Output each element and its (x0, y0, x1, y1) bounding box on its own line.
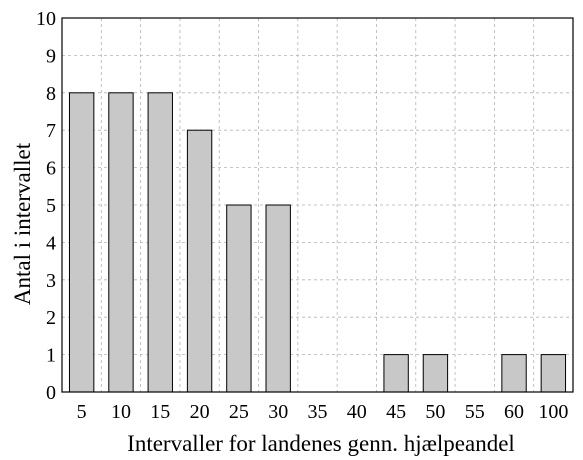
x-axis-title: Intervaller for landenes genn. hjælpeand… (127, 431, 515, 456)
y-tick-label: 0 (46, 382, 56, 404)
x-tick-label: 5 (77, 401, 87, 423)
y-tick-label: 3 (46, 270, 56, 292)
x-tick-label: 100 (538, 401, 568, 423)
bars (68, 92, 567, 393)
y-tick-label: 10 (36, 8, 56, 30)
x-tick-label: 40 (347, 401, 367, 423)
y-tick-label: 7 (46, 120, 56, 142)
x-tick-label: 15 (150, 401, 170, 423)
bar-20 (186, 129, 213, 393)
y-tick-label: 1 (46, 345, 56, 367)
bar-25 (226, 204, 252, 393)
x-tick-label: 60 (504, 401, 524, 423)
x-tick-labels: 5 10 15 20 25 30 35 40 45 50 55 60 100 (77, 401, 569, 423)
y-tick-label: 2 (46, 307, 56, 329)
x-tick-label: 25 (229, 401, 249, 423)
y-tick-label: 9 (46, 45, 56, 67)
y-tick-label: 6 (46, 158, 56, 180)
x-tick-label: 55 (465, 401, 485, 423)
plot-frame (61, 17, 574, 393)
y-axis-title: Antal i intervallet (10, 142, 35, 305)
x-tick-label: 35 (308, 401, 328, 423)
bar-10 (108, 92, 134, 393)
bar-5 (68, 92, 95, 393)
bar-15 (147, 92, 173, 393)
bar-60 (501, 354, 527, 393)
y-tick-label: 4 (46, 232, 56, 254)
y-tick-label: 8 (46, 83, 56, 105)
bar-30 (265, 204, 291, 393)
y-tick-label: 5 (46, 195, 56, 217)
x-tick-label: 10 (111, 401, 131, 423)
y-tick-labels: 0 1 2 3 4 5 6 7 8 9 10 (36, 8, 56, 404)
x-tick-label: 20 (190, 401, 210, 423)
bar-100 (540, 354, 567, 393)
bar-45 (383, 354, 409, 393)
x-tick-label: 45 (386, 401, 406, 423)
x-tick-label: 50 (425, 401, 445, 423)
x-tick-label: 30 (268, 401, 288, 423)
bar-50 (422, 354, 449, 393)
gridlines (62, 17, 573, 393)
